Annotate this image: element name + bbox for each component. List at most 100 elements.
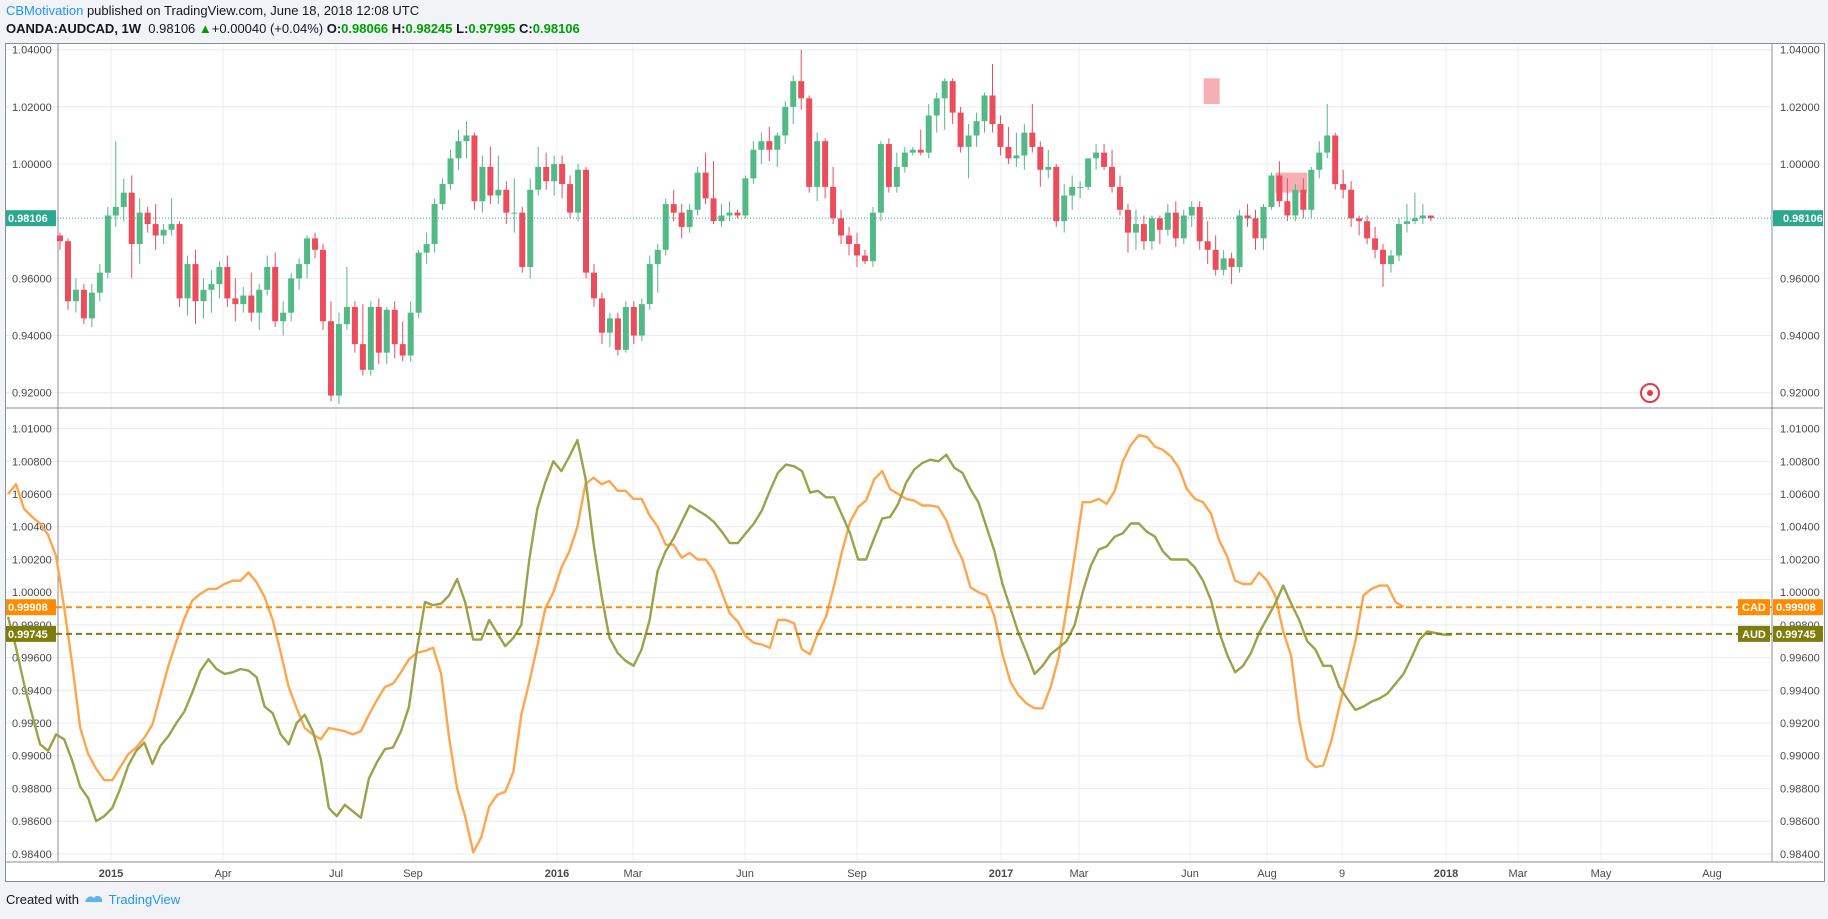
candle-body xyxy=(1196,206,1203,242)
time-axis-label: Aug xyxy=(1257,868,1277,880)
candle-body xyxy=(1037,146,1044,170)
series-value-badge-left xyxy=(6,599,56,616)
candle-body xyxy=(1228,258,1235,267)
candle-body xyxy=(790,81,797,107)
osc-axis-label-right: 1.00000 xyxy=(1780,587,1820,599)
candle-body xyxy=(96,272,103,293)
candle-body xyxy=(1252,218,1259,239)
candle-body xyxy=(1164,212,1171,230)
candle-body xyxy=(288,278,295,313)
osc-axis-label-right: 1.01000 xyxy=(1780,424,1820,436)
candle-body xyxy=(838,218,845,236)
candle-body xyxy=(351,306,358,345)
time-axis-label: Mar xyxy=(624,868,643,880)
time-axis-label: May xyxy=(1591,868,1612,880)
candle-body xyxy=(1427,215,1434,219)
candle-body xyxy=(128,192,135,245)
osc-axis-label-left: 0.98800 xyxy=(12,783,52,795)
candle-body xyxy=(1029,132,1036,147)
candle-body xyxy=(327,321,334,396)
osc-axis-label-right: 1.00400 xyxy=(1780,522,1820,534)
osc-axis-label-left: 0.99600 xyxy=(12,653,52,665)
candle-body xyxy=(543,166,550,182)
tradingview-link[interactable]: TradingView xyxy=(108,892,181,907)
candle-body xyxy=(359,344,366,370)
candle-body xyxy=(846,235,853,245)
series-value-badge-right xyxy=(1773,599,1823,616)
osc-axis-label-right: 0.98600 xyxy=(1780,816,1820,828)
candle-body xyxy=(335,324,342,396)
candle-body xyxy=(375,306,382,353)
candle-body xyxy=(1188,206,1195,216)
candle-body xyxy=(718,215,725,222)
candle-body xyxy=(559,164,566,185)
candle-body xyxy=(1372,238,1379,250)
candle-body xyxy=(854,244,860,256)
candle-body xyxy=(1356,218,1363,222)
candle-body xyxy=(1061,195,1068,222)
high-label: H: xyxy=(391,21,406,36)
time-axis-label: Jul xyxy=(329,868,343,880)
candle-body xyxy=(1101,152,1108,167)
time-axis-label: 2018 xyxy=(1434,868,1458,880)
osc-axis-label-right: 0.99000 xyxy=(1780,751,1820,763)
candle-body xyxy=(989,95,996,125)
publish-info: CBMotivation published on TradingView.co… xyxy=(6,3,419,18)
candle-body xyxy=(232,298,239,305)
annotation-rectangle[interactable] xyxy=(1275,172,1308,193)
candle-body xyxy=(264,266,271,290)
candle-body xyxy=(614,318,621,350)
candle-body xyxy=(782,106,789,136)
tradingview-logo-icon[interactable] xyxy=(83,892,103,907)
candle-body xyxy=(1348,189,1355,219)
price-axis-label-right: 1.04000 xyxy=(1780,45,1820,57)
chart-frame[interactable] xyxy=(5,43,1825,882)
candle-body xyxy=(575,169,582,213)
price-axis-label-left: 1.02000 xyxy=(12,102,52,114)
flag-marker-icon[interactable] xyxy=(1640,383,1660,403)
series-name-text: CAD xyxy=(1742,602,1766,614)
candle-body xyxy=(941,81,948,99)
candle-body xyxy=(511,212,518,214)
candle-body xyxy=(1148,218,1155,242)
open-value: 0.98066 xyxy=(341,21,389,36)
candle-body xyxy=(774,135,781,150)
candle-body xyxy=(431,204,438,245)
candle-body xyxy=(471,135,478,202)
osc-axis-label-left: 1.01000 xyxy=(12,424,52,436)
time-axis-label: Sep xyxy=(847,868,867,880)
low-label: L: xyxy=(456,21,469,36)
candle-body xyxy=(120,192,127,207)
annotation-rectangle[interactable] xyxy=(1203,78,1220,105)
series-name-badge-aud xyxy=(1738,625,1770,642)
candle-body xyxy=(72,289,79,302)
time-axis-label: 2017 xyxy=(989,868,1013,880)
candle-body xyxy=(367,306,374,370)
candle-body xyxy=(1244,215,1251,219)
candle-body xyxy=(646,264,653,305)
candle-body xyxy=(583,169,590,273)
candle-body xyxy=(176,224,183,299)
candle-body xyxy=(877,144,884,213)
candle-body xyxy=(1364,221,1371,239)
series-line-cad xyxy=(7,434,1405,854)
candle-body xyxy=(1069,186,1076,196)
candle-body xyxy=(1340,184,1347,190)
candle-body xyxy=(1284,201,1291,216)
candle-body xyxy=(280,312,287,322)
series-value-badge-right xyxy=(1773,625,1823,642)
series-value-text-left: 0.99908 xyxy=(8,602,48,614)
price-axis-label-right: 0.96000 xyxy=(1780,273,1820,285)
osc-axis-label-left: 0.98400 xyxy=(12,849,52,861)
candle-body xyxy=(423,244,430,253)
price-axis-label-left: 0.92000 xyxy=(12,388,52,400)
candle-body xyxy=(861,255,868,262)
candle-body xyxy=(1005,146,1012,159)
candle-body xyxy=(1140,224,1147,242)
author-link[interactable]: CBMotivation xyxy=(6,3,84,18)
candle-body xyxy=(1109,166,1116,187)
candle-body xyxy=(1212,249,1219,270)
series-value-text-left: 0.99745 xyxy=(8,629,48,641)
candle-body xyxy=(1093,152,1100,159)
